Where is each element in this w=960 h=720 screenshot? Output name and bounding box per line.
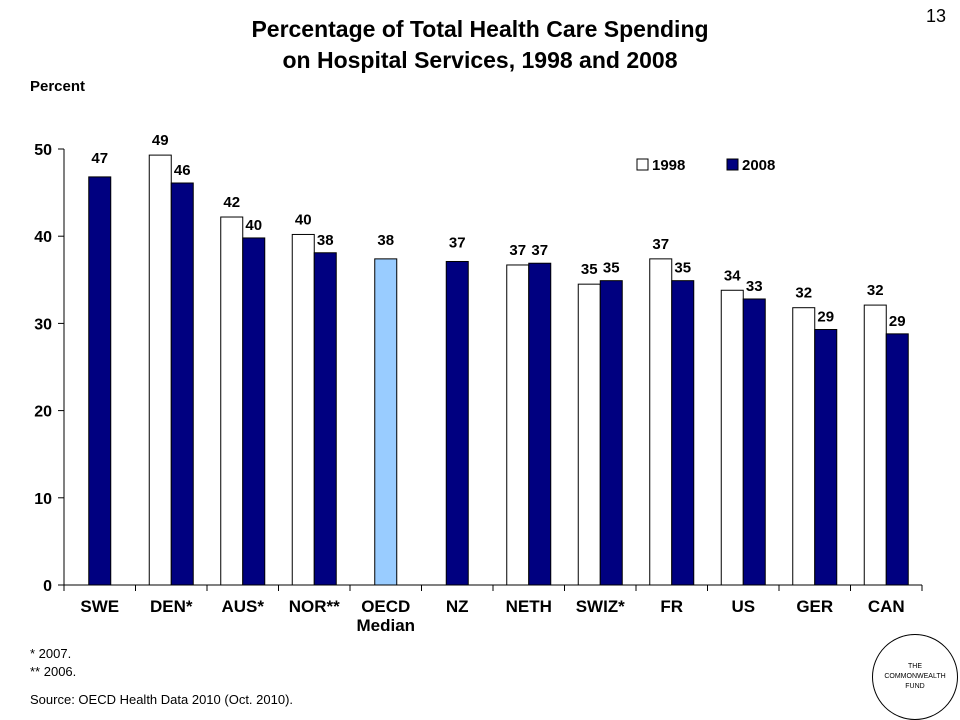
legend-swatch-2008	[726, 158, 739, 171]
legend-swatch-1998	[636, 158, 649, 171]
footnote-2006: ** 2006.	[30, 664, 77, 679]
bar-1998	[577, 283, 601, 586]
bar-2008	[671, 280, 695, 586]
x-tick-label: SWIZ*	[576, 597, 625, 616]
data-label-2008: 35	[603, 260, 620, 277]
chart-title: Percentage of Total Health Care Spending…	[150, 14, 810, 76]
x-tick-label: AUS*	[221, 597, 264, 616]
x-tick-label: OECD	[361, 597, 410, 616]
logo-line: FUND	[905, 683, 925, 690]
x-tick-label: NETH	[506, 597, 552, 616]
logo-line: COMMONWEALTH	[884, 673, 946, 680]
data-label-1998: 42	[223, 194, 240, 211]
x-tick-label: NZ	[446, 597, 469, 616]
data-label-2008: 38	[377, 232, 394, 249]
slide-number: 13	[925, 6, 946, 26]
bar-1998	[148, 154, 172, 586]
bar-2008	[885, 333, 909, 586]
x-tick-label: CAN	[868, 597, 905, 616]
data-label-2008: 35	[674, 260, 691, 277]
bar-1998	[220, 216, 244, 586]
x-tick-label: FR	[660, 597, 683, 616]
x-tick-label: DEN*	[150, 597, 193, 616]
bar-2008	[242, 237, 266, 586]
data-label-1998: 37	[652, 236, 669, 253]
data-label-2008: 46	[174, 162, 191, 179]
x-tick-label: SWE	[80, 597, 119, 616]
bar-1998	[720, 289, 744, 586]
data-label-2008: 40	[245, 217, 262, 234]
y-tick-label: 50	[34, 142, 52, 159]
bar-2008	[528, 262, 552, 586]
data-label-1998: 32	[867, 282, 884, 299]
bar-2008	[742, 298, 766, 586]
bar-2008	[445, 260, 469, 586]
data-label-2008: 37	[531, 242, 548, 259]
data-label-2008: 33	[746, 278, 763, 295]
chart-title-line-2: on Hospital Services, 1998 and 2008	[282, 47, 678, 73]
legend-label-1998: 1998	[652, 157, 685, 174]
bar-1998	[863, 304, 887, 586]
bar-oecd-median	[374, 258, 398, 586]
y-tick-label: 0	[43, 578, 52, 595]
x-tick-label: US	[731, 597, 755, 616]
source-note: Source: OECD Health Data 2010 (Oct. 2010…	[30, 692, 294, 707]
data-label-2008: 29	[817, 309, 834, 326]
data-label-1998: 34	[724, 267, 741, 284]
y-tick-label: 20	[34, 404, 52, 421]
bar-2008	[88, 176, 112, 586]
bar-2008	[313, 252, 337, 586]
x-tick-label: NOR**	[289, 597, 340, 616]
x-tick-label: GER	[796, 597, 833, 616]
bar-2008	[599, 280, 623, 586]
data-label-2008: 38	[317, 232, 334, 249]
y-axis-label: Percent	[30, 78, 86, 95]
y-tick-label: 40	[34, 229, 52, 246]
bar-2008	[170, 182, 194, 586]
data-label-1998: 40	[295, 211, 312, 228]
bar-2008	[814, 329, 838, 586]
data-label-2008: 47	[91, 150, 108, 167]
legend-label-2008: 2008	[742, 157, 775, 174]
logo-line: THE	[908, 663, 922, 670]
y-tick-label: 10	[34, 491, 52, 508]
data-label-2008: 37	[449, 234, 466, 251]
commonwealth-fund-logo: THE COMMONWEALTH FUND	[872, 634, 958, 720]
y-tick-label: 30	[34, 316, 52, 333]
bar-1998	[506, 264, 530, 586]
data-label-1998: 32	[795, 285, 812, 302]
x-tick-label: Median	[356, 616, 415, 635]
bar-1998	[792, 307, 816, 586]
data-label-1998: 35	[581, 261, 598, 278]
data-label-1998: 37	[509, 242, 526, 259]
bar-1998	[291, 233, 315, 586]
data-label-1998: 49	[152, 132, 169, 149]
footnote-2007: * 2007.	[30, 646, 72, 661]
bar-1998	[649, 258, 673, 586]
chart-title-line-1: Percentage of Total Health Care Spending	[251, 16, 709, 42]
data-label-2008: 29	[889, 313, 906, 330]
